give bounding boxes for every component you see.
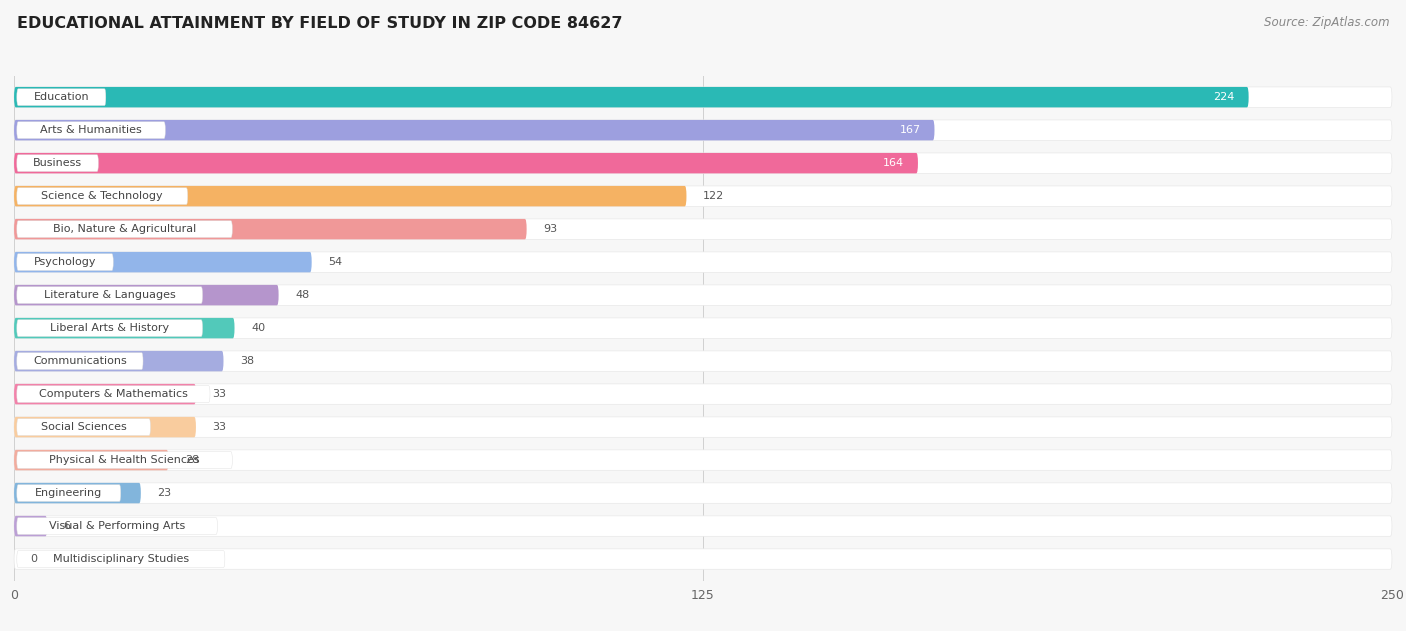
- Text: 167: 167: [900, 125, 921, 135]
- Text: 164: 164: [883, 158, 904, 168]
- FancyBboxPatch shape: [14, 516, 1392, 536]
- Text: Multidisciplinary Studies: Multidisciplinary Studies: [53, 554, 188, 564]
- FancyBboxPatch shape: [17, 353, 143, 370]
- Text: Business: Business: [32, 158, 82, 168]
- FancyBboxPatch shape: [17, 221, 232, 237]
- Text: Arts & Humanities: Arts & Humanities: [41, 125, 142, 135]
- FancyBboxPatch shape: [17, 155, 98, 172]
- Text: 33: 33: [212, 389, 226, 399]
- FancyBboxPatch shape: [17, 122, 166, 139]
- FancyBboxPatch shape: [14, 153, 918, 174]
- FancyBboxPatch shape: [17, 551, 225, 567]
- Text: 122: 122: [703, 191, 724, 201]
- FancyBboxPatch shape: [14, 384, 1392, 404]
- Text: 0: 0: [31, 554, 38, 564]
- FancyBboxPatch shape: [14, 252, 312, 273]
- FancyBboxPatch shape: [14, 351, 224, 371]
- FancyBboxPatch shape: [14, 186, 686, 206]
- FancyBboxPatch shape: [14, 285, 278, 305]
- Text: Bio, Nature & Agricultural: Bio, Nature & Agricultural: [53, 224, 197, 234]
- Text: Visual & Performing Arts: Visual & Performing Arts: [49, 521, 186, 531]
- FancyBboxPatch shape: [17, 320, 202, 336]
- FancyBboxPatch shape: [14, 252, 1392, 273]
- Text: 23: 23: [157, 488, 172, 498]
- FancyBboxPatch shape: [14, 417, 1392, 437]
- Text: 54: 54: [328, 257, 342, 267]
- FancyBboxPatch shape: [17, 286, 202, 304]
- FancyBboxPatch shape: [14, 285, 1392, 305]
- Text: Social Sciences: Social Sciences: [41, 422, 127, 432]
- FancyBboxPatch shape: [14, 450, 169, 470]
- FancyBboxPatch shape: [17, 452, 232, 468]
- Text: Literature & Languages: Literature & Languages: [44, 290, 176, 300]
- Text: Science & Technology: Science & Technology: [41, 191, 163, 201]
- FancyBboxPatch shape: [17, 517, 218, 534]
- FancyBboxPatch shape: [14, 384, 195, 404]
- Text: Communications: Communications: [34, 356, 127, 366]
- FancyBboxPatch shape: [14, 87, 1249, 107]
- Text: 93: 93: [543, 224, 557, 234]
- FancyBboxPatch shape: [17, 419, 150, 435]
- Text: Computers & Mathematics: Computers & Mathematics: [39, 389, 188, 399]
- Text: 28: 28: [186, 455, 200, 465]
- FancyBboxPatch shape: [14, 417, 195, 437]
- FancyBboxPatch shape: [14, 120, 935, 140]
- FancyBboxPatch shape: [14, 450, 1392, 470]
- FancyBboxPatch shape: [17, 254, 114, 271]
- Text: 48: 48: [295, 290, 309, 300]
- FancyBboxPatch shape: [14, 219, 1392, 239]
- FancyBboxPatch shape: [14, 153, 1392, 174]
- Text: Physical & Health Sciences: Physical & Health Sciences: [49, 455, 200, 465]
- Text: 33: 33: [212, 422, 226, 432]
- Text: 38: 38: [240, 356, 254, 366]
- Text: Engineering: Engineering: [35, 488, 103, 498]
- FancyBboxPatch shape: [14, 318, 1392, 338]
- FancyBboxPatch shape: [14, 483, 141, 504]
- FancyBboxPatch shape: [14, 516, 48, 536]
- Text: 40: 40: [252, 323, 266, 333]
- FancyBboxPatch shape: [17, 89, 105, 105]
- FancyBboxPatch shape: [14, 351, 1392, 371]
- Text: Liberal Arts & History: Liberal Arts & History: [51, 323, 169, 333]
- Text: 6: 6: [63, 521, 70, 531]
- FancyBboxPatch shape: [14, 318, 235, 338]
- FancyBboxPatch shape: [14, 549, 1392, 569]
- FancyBboxPatch shape: [17, 188, 187, 204]
- FancyBboxPatch shape: [14, 120, 1392, 140]
- Text: 224: 224: [1213, 92, 1234, 102]
- Text: EDUCATIONAL ATTAINMENT BY FIELD OF STUDY IN ZIP CODE 84627: EDUCATIONAL ATTAINMENT BY FIELD OF STUDY…: [17, 16, 623, 31]
- Text: Education: Education: [34, 92, 89, 102]
- Text: Source: ZipAtlas.com: Source: ZipAtlas.com: [1264, 16, 1389, 29]
- Text: Psychology: Psychology: [34, 257, 96, 267]
- FancyBboxPatch shape: [17, 485, 121, 502]
- FancyBboxPatch shape: [17, 386, 209, 403]
- FancyBboxPatch shape: [14, 219, 527, 239]
- FancyBboxPatch shape: [14, 87, 1392, 107]
- FancyBboxPatch shape: [14, 483, 1392, 504]
- FancyBboxPatch shape: [14, 186, 1392, 206]
